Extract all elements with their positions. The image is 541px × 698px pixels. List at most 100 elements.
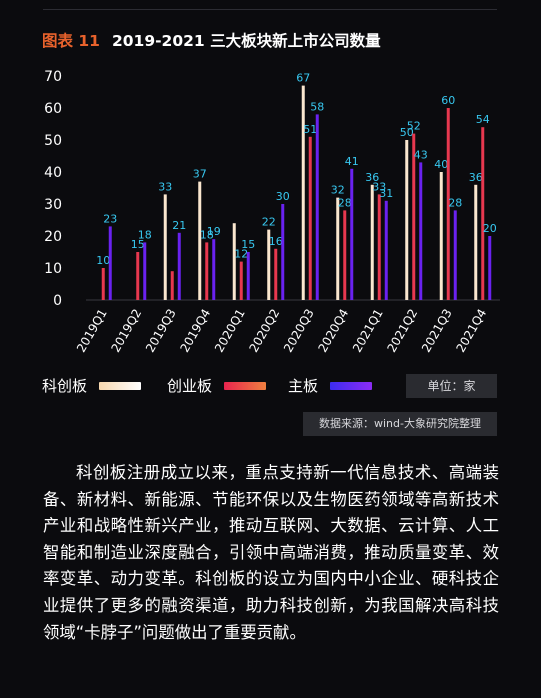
y-tick-label: 0 bbox=[53, 293, 62, 309]
y-tick-label: 70 bbox=[44, 69, 62, 85]
legend-label: 创业板 bbox=[167, 377, 213, 395]
bar bbox=[370, 184, 374, 300]
bar bbox=[412, 133, 416, 300]
bar bbox=[239, 261, 243, 300]
data-label: 50 bbox=[400, 126, 414, 139]
x-tick-label: 2019Q3 bbox=[143, 307, 179, 355]
bar bbox=[246, 252, 250, 300]
bar bbox=[143, 242, 147, 300]
bar bbox=[377, 194, 381, 300]
bar bbox=[488, 236, 492, 300]
body-paragraph: 科创板注册成立以来，重点支持新一代信息技术、高端装备、新材料、新能源、节能环保以… bbox=[43, 463, 499, 642]
data-label: 33 bbox=[372, 180, 386, 193]
legend-label: 主板 bbox=[288, 377, 319, 395]
bar bbox=[205, 242, 209, 300]
y-tick-label: 20 bbox=[44, 229, 62, 245]
legend: 科创板 创业板 主板 bbox=[0, 375, 541, 399]
bar bbox=[453, 210, 457, 300]
x-tick-label: 2019Q2 bbox=[108, 307, 144, 355]
chart-title: 图表 11 2019-2021 三大板块新上市公司数量 bbox=[42, 29, 381, 51]
data-label: 31 bbox=[379, 187, 393, 200]
x-tick-label: 2021Q3 bbox=[419, 307, 455, 355]
data-label: 36 bbox=[469, 171, 483, 184]
data-label: 51 bbox=[303, 123, 317, 136]
data-label: 40 bbox=[434, 158, 448, 171]
x-tick-label: 2019Q4 bbox=[177, 307, 213, 355]
data-label: 18 bbox=[200, 228, 214, 241]
data-label: 32 bbox=[331, 184, 345, 197]
data-label: 21 bbox=[172, 219, 186, 232]
y-tick-label: 30 bbox=[44, 197, 62, 213]
x-tick-label: 2020Q4 bbox=[315, 307, 351, 355]
bar bbox=[163, 194, 167, 300]
data-label: 20 bbox=[483, 222, 497, 235]
data-label: 10 bbox=[96, 254, 110, 267]
x-tick-label: 2019Q1 bbox=[74, 307, 110, 355]
bar bbox=[281, 204, 285, 300]
bar bbox=[384, 200, 388, 300]
legend-label: 科创板 bbox=[42, 377, 88, 395]
data-label: 12 bbox=[234, 248, 248, 261]
title-text: 2019-2021 三大板块新上市公司数量 bbox=[111, 32, 381, 50]
data-label: 36 bbox=[365, 171, 379, 184]
bar bbox=[481, 127, 485, 300]
data-label: 30 bbox=[276, 190, 290, 203]
x-tick-label: 2020Q2 bbox=[246, 307, 282, 355]
data-label: 58 bbox=[310, 100, 324, 113]
data-label: 19 bbox=[207, 225, 221, 238]
bar bbox=[474, 184, 478, 300]
data-label: 15 bbox=[241, 238, 255, 251]
bar bbox=[336, 197, 340, 300]
bar bbox=[405, 140, 409, 300]
data-label: 16 bbox=[269, 235, 283, 248]
data-label: 54 bbox=[476, 113, 490, 126]
source-note: 数据来源：wind-大象研究院整理 bbox=[303, 412, 497, 436]
x-tick-label: 2021Q1 bbox=[350, 307, 386, 355]
bar bbox=[177, 232, 181, 300]
data-label: 60 bbox=[441, 94, 455, 107]
bar bbox=[343, 210, 347, 300]
data-label: 23 bbox=[103, 212, 117, 225]
data-label: 37 bbox=[193, 168, 207, 181]
x-tick-label: 2021Q4 bbox=[453, 307, 489, 355]
data-label: 41 bbox=[345, 155, 359, 168]
legend-item-star-market: 科创板 bbox=[42, 375, 142, 396]
x-tick-label: 2020Q1 bbox=[212, 307, 248, 355]
data-label: 28 bbox=[338, 196, 352, 209]
y-tick-label: 40 bbox=[44, 165, 62, 181]
legend-swatch bbox=[224, 381, 267, 390]
data-label: 22 bbox=[262, 216, 276, 229]
bar bbox=[439, 172, 443, 300]
bar-chart: 0102030405060702019Q110232019Q215182019Q… bbox=[44, 69, 500, 355]
data-label: 18 bbox=[138, 228, 152, 241]
top-divider bbox=[43, 9, 497, 10]
bar bbox=[267, 229, 271, 300]
bar bbox=[419, 162, 423, 300]
data-label: 52 bbox=[407, 120, 421, 133]
data-label: 43 bbox=[414, 148, 428, 161]
x-tick-label: 2021Q2 bbox=[384, 307, 420, 355]
bar bbox=[101, 268, 105, 300]
bar bbox=[212, 239, 216, 300]
data-label: 28 bbox=[448, 196, 462, 209]
bar bbox=[136, 252, 140, 300]
legend-swatch bbox=[99, 381, 142, 390]
x-tick-label: 2020Q3 bbox=[281, 307, 317, 355]
data-label: 15 bbox=[131, 238, 145, 251]
legend-swatch bbox=[330, 381, 373, 390]
data-label: 67 bbox=[296, 72, 310, 85]
bar bbox=[350, 168, 354, 300]
y-tick-label: 50 bbox=[44, 133, 62, 149]
bar bbox=[308, 136, 312, 300]
bar bbox=[170, 271, 174, 300]
unit-note: 单位：家 bbox=[406, 374, 497, 398]
bar bbox=[274, 248, 278, 300]
bar bbox=[301, 85, 305, 300]
legend-item-chinext: 创业板 bbox=[167, 375, 267, 396]
bar bbox=[198, 181, 202, 300]
figure-label: 图表 11 bbox=[42, 32, 100, 50]
bar bbox=[446, 108, 450, 300]
y-tick-label: 60 bbox=[44, 101, 62, 117]
y-tick-label: 10 bbox=[44, 261, 62, 277]
bar bbox=[315, 114, 319, 301]
